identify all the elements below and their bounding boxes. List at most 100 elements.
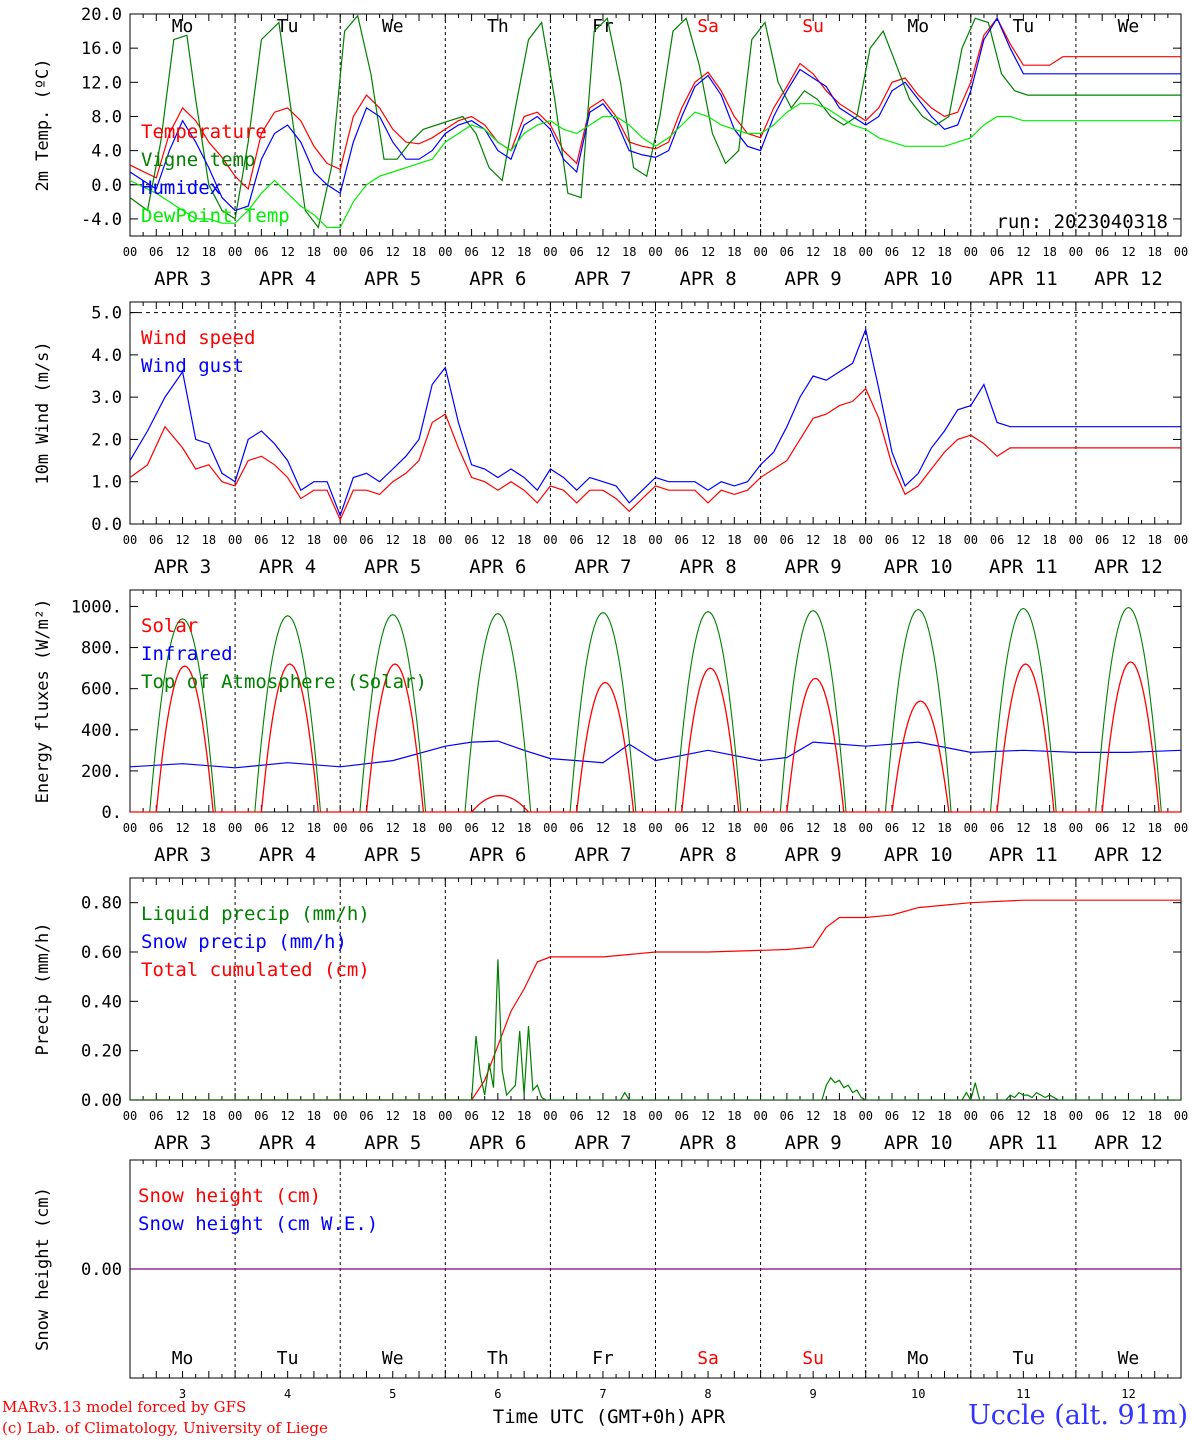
hour-tick-label: 06 — [1095, 1109, 1109, 1123]
hour-tick-label: 06 — [149, 245, 163, 259]
date-label: APR 12 — [1094, 1132, 1163, 1154]
date-label: APR 3 — [154, 844, 211, 866]
day-of-week-label: We — [1118, 1348, 1140, 1369]
hour-tick-label: 12 — [386, 821, 400, 835]
hour-tick-label: 12 — [806, 533, 820, 547]
hour-tick-label: 06 — [780, 533, 794, 547]
hour-tick-label: 18 — [937, 821, 951, 835]
legend-entry: Vigne temp — [141, 149, 255, 171]
date-label: APR 4 — [259, 1132, 316, 1154]
hour-tick-label: 06 — [990, 533, 1004, 547]
day-of-week-label: Tu — [1013, 1348, 1035, 1369]
hour-tick-label: 18 — [832, 821, 846, 835]
series-line-humidex — [130, 17, 1181, 212]
day-of-week-label: Tu — [277, 1348, 299, 1369]
hour-tick-label: 00 — [123, 821, 137, 835]
date-label: APR 3 — [154, 556, 211, 578]
hour-tick-label: 06 — [675, 1109, 689, 1123]
credit-line-2: (c) Lab. of Climatology, University of L… — [2, 1419, 328, 1437]
hour-tick-label: 12 — [806, 245, 820, 259]
hour-tick-label: 18 — [1147, 533, 1161, 547]
hour-tick-label: 06 — [569, 821, 583, 835]
legend-entry: Liquid precip (mm/h) — [141, 903, 370, 925]
hour-tick-label: 06 — [464, 245, 478, 259]
date-label: APR 6 — [469, 844, 526, 866]
legend-entry: Humidex — [141, 177, 221, 199]
hour-tick-label: 06 — [885, 821, 899, 835]
hour-tick-label: 18 — [727, 1109, 741, 1123]
legend-entry: Infrared — [141, 643, 233, 665]
day-of-week-label: Tu — [277, 16, 299, 37]
series-line-liquid-precip-mm-h- — [130, 959, 1181, 1100]
hour-tick-label: 12 — [280, 245, 294, 259]
legend-entry: Snow height (cm W.E.) — [138, 1213, 378, 1235]
hour-tick-label: 18 — [727, 245, 741, 259]
day-of-week-label: Mo — [907, 1348, 929, 1369]
hour-tick-label: 00 — [543, 245, 557, 259]
date-label: APR 9 — [785, 268, 842, 290]
hour-tick-label: 00 — [858, 245, 872, 259]
date-label: APR 11 — [989, 844, 1058, 866]
hour-tick-label: 00 — [438, 533, 452, 547]
hour-tick-label: 12 — [1121, 1109, 1135, 1123]
hour-tick-label: 00 — [753, 245, 767, 259]
hour-tick-label: 18 — [832, 1109, 846, 1123]
hour-tick-label: 06 — [359, 1109, 373, 1123]
hour-tick-label: 06 — [359, 821, 373, 835]
hour-tick-label: 18 — [1042, 1109, 1056, 1123]
hour-tick-label: 12 — [491, 1109, 505, 1123]
hour-tick-label: 12 — [280, 1109, 294, 1123]
hour-tick-label: 18 — [412, 821, 426, 835]
legend-entry: Wind speed — [141, 327, 255, 349]
hour-tick-label: 00 — [964, 245, 978, 259]
hour-tick-label: 12 — [386, 245, 400, 259]
hour-tick-label: 12 — [280, 533, 294, 547]
day-number-label: 4 — [284, 1387, 291, 1401]
hour-tick-label: 00 — [1069, 1109, 1083, 1123]
hour-tick-label: 18 — [202, 821, 216, 835]
hour-tick-label: 00 — [753, 533, 767, 547]
hour-tick-label: 06 — [464, 821, 478, 835]
date-label: APR 11 — [989, 1132, 1058, 1154]
hour-tick-label: 00 — [333, 821, 347, 835]
day-number-label: 11 — [1016, 1387, 1030, 1401]
y-axis-label: Snow height (cm) — [33, 1187, 53, 1351]
date-label: APR 6 — [469, 556, 526, 578]
hour-tick-label: 00 — [1174, 821, 1188, 835]
y-tick-label: 2.0 — [91, 430, 122, 450]
legend-entry: Solar — [141, 615, 198, 637]
date-label: APR 10 — [884, 556, 953, 578]
hour-tick-label: 12 — [1016, 821, 1030, 835]
hour-tick-label: 12 — [596, 821, 610, 835]
y-tick-label: 1000. — [71, 597, 122, 617]
hour-tick-label: 18 — [517, 1109, 531, 1123]
hour-tick-label: 00 — [1174, 1109, 1188, 1123]
day-number-label: 5 — [389, 1387, 396, 1401]
hour-tick-label: 18 — [307, 533, 321, 547]
y-tick-label: 0.40 — [81, 992, 122, 1012]
hour-tick-label: 00 — [123, 245, 137, 259]
hour-tick-label: 18 — [412, 245, 426, 259]
hour-tick-label: 18 — [412, 1109, 426, 1123]
hour-tick-label: 12 — [911, 821, 925, 835]
hour-tick-label: 12 — [701, 1109, 715, 1123]
hour-tick-label: 06 — [359, 533, 373, 547]
hour-tick-label: 00 — [648, 245, 662, 259]
y-tick-label: 20.0 — [81, 5, 122, 25]
y-tick-label: 0.0 — [91, 176, 122, 196]
hour-tick-label: 00 — [438, 245, 452, 259]
run-label: run: 2023040318 — [996, 211, 1168, 233]
day-of-week-label: Su — [802, 16, 824, 37]
hour-tick-label: 06 — [885, 533, 899, 547]
date-label: APR 9 — [785, 1132, 842, 1154]
hour-tick-label: 18 — [202, 1109, 216, 1123]
y-tick-label: 0.00 — [81, 1091, 122, 1111]
hour-tick-label: 12 — [596, 245, 610, 259]
y-tick-label: 4.0 — [91, 346, 122, 366]
hour-tick-label: 12 — [596, 1109, 610, 1123]
legend-entry: Wind gust — [141, 355, 244, 377]
y-tick-label: 400. — [81, 721, 122, 741]
date-label: APR 5 — [364, 844, 421, 866]
hour-tick-label: 18 — [1147, 821, 1161, 835]
